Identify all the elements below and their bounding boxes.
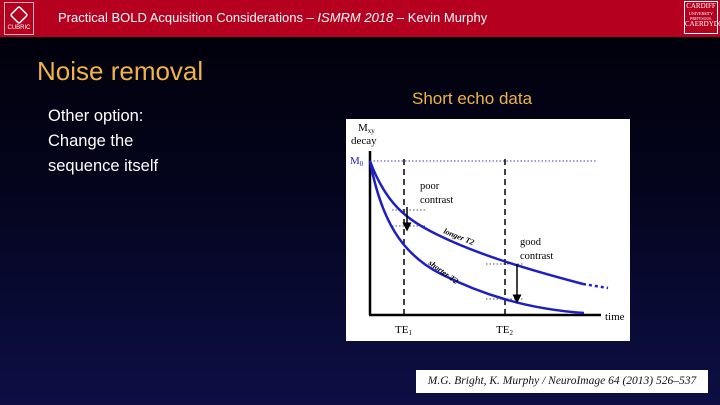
te2-label: TE2	[496, 324, 513, 337]
cubric-logo-mark-icon	[9, 5, 29, 25]
good-contrast-label-1: good	[520, 237, 542, 248]
header-bar: CUBRIC Practical BOLD Acquisition Consid…	[0, 0, 720, 37]
x-axis-label: time	[605, 311, 625, 323]
cardiff-logo-line-3: PRIFYSGOL	[690, 15, 712, 21]
good-contrast-label-2: contrast	[520, 251, 553, 262]
cubric-logo-text: CUBRIC	[7, 25, 31, 31]
header-title-suffix: – Kevin Murphy	[393, 10, 488, 25]
y-axis-label: Mxy	[358, 122, 375, 135]
cardiff-university-logo: CARDIFF UNIVERSITY PRIFYSGOL CAERDYDD	[684, 1, 720, 34]
cubric-logo: CUBRIC	[4, 2, 34, 35]
body-line-2: Change the	[48, 132, 134, 150]
body-line-1: Other option:	[48, 107, 144, 125]
cardiff-logo-line-1: CARDIFF	[686, 2, 716, 10]
header-conference: ISMRM 2018	[317, 10, 394, 25]
figure-title: Short echo data	[412, 89, 533, 108]
slide-title: Noise removal	[37, 56, 204, 86]
y-axis-label-line-2: decay	[351, 135, 377, 147]
slide-body: Other option: Change the sequence itself	[48, 104, 238, 179]
poor-contrast-label-1: poor	[420, 181, 440, 192]
longer-t2-curve-continuation	[582, 282, 609, 290]
t2-decay-figure: Mxy decay M0 poor contrast good contrast…	[346, 119, 630, 341]
longer-t2-curve	[368, 160, 584, 286]
header-title-prefix: Practical BOLD Acquisition Consideration…	[58, 10, 318, 25]
t2-decay-diagram: Mxy decay M0 poor contrast good contrast…	[350, 122, 625, 337]
poor-contrast-label-2: contrast	[420, 195, 453, 206]
citation: M.G. Bright, K. Murphy / NeuroImage 64 (…	[416, 370, 708, 393]
m0-label: M0	[350, 155, 364, 168]
header-title: Practical BOLD Acquisition Consideration…	[58, 10, 487, 25]
cardiff-logo-line-2: UNIVERSITY	[689, 10, 713, 16]
body-line-3: sequence itself	[48, 157, 159, 175]
te1-label: TE1	[395, 324, 412, 337]
cardiff-logo-line-4: CAERDYDD	[685, 19, 720, 28]
shorter-t2-curve	[368, 160, 585, 315]
shorter-t2-label: shorter T2	[426, 258, 460, 286]
